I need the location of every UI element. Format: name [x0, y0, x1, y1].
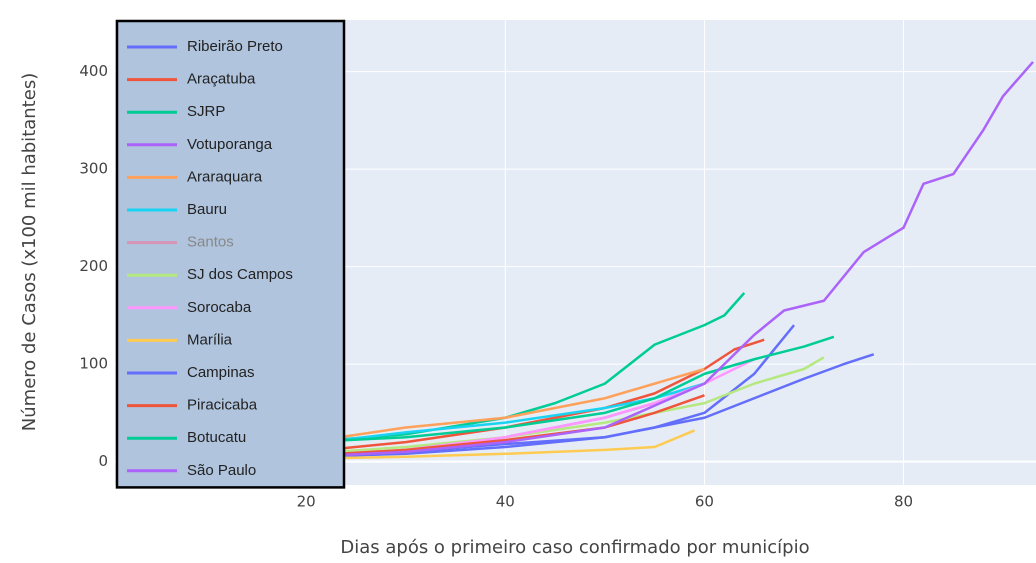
- y-tick-label: 0: [98, 452, 108, 470]
- y-axis-title: Número de Casos (x100 mil habitantes): [19, 73, 40, 431]
- x-tick-label: 80: [894, 493, 913, 511]
- legend-label: Araçatuba: [187, 71, 256, 88]
- y-tick-label: 200: [79, 257, 108, 275]
- legend-label: Bauru: [187, 201, 227, 218]
- x-tick-label: 40: [496, 493, 515, 511]
- y-tick-label: 400: [79, 62, 108, 80]
- x-tick-label: 20: [297, 493, 316, 511]
- legend-label: Botucatu: [187, 429, 246, 446]
- legend-label: Sorocaba: [187, 299, 252, 316]
- legend-label: Piracicaba: [187, 397, 258, 414]
- legend-label: São Paulo: [187, 462, 256, 479]
- legend-label: Araraquara: [187, 168, 263, 185]
- y-tick-label: 300: [79, 160, 108, 178]
- legend-label: SJ dos Campos: [187, 266, 293, 283]
- x-axis-title: Dias após o primeiro caso confirmado por…: [340, 537, 809, 558]
- legend-label: SJRP: [187, 103, 225, 120]
- legend-box: [115, 19, 346, 489]
- legend-label: Campinas: [187, 364, 255, 381]
- series-line: [116, 61, 1034, 463]
- legend-label: Marília: [187, 331, 233, 348]
- legend-label: Santos: [187, 234, 234, 251]
- legend-label: Votuporanga: [187, 136, 273, 153]
- y-tick-label: 100: [79, 355, 108, 373]
- legend-label: Ribeirão Preto: [187, 38, 283, 55]
- x-tick-label: 60: [695, 493, 714, 511]
